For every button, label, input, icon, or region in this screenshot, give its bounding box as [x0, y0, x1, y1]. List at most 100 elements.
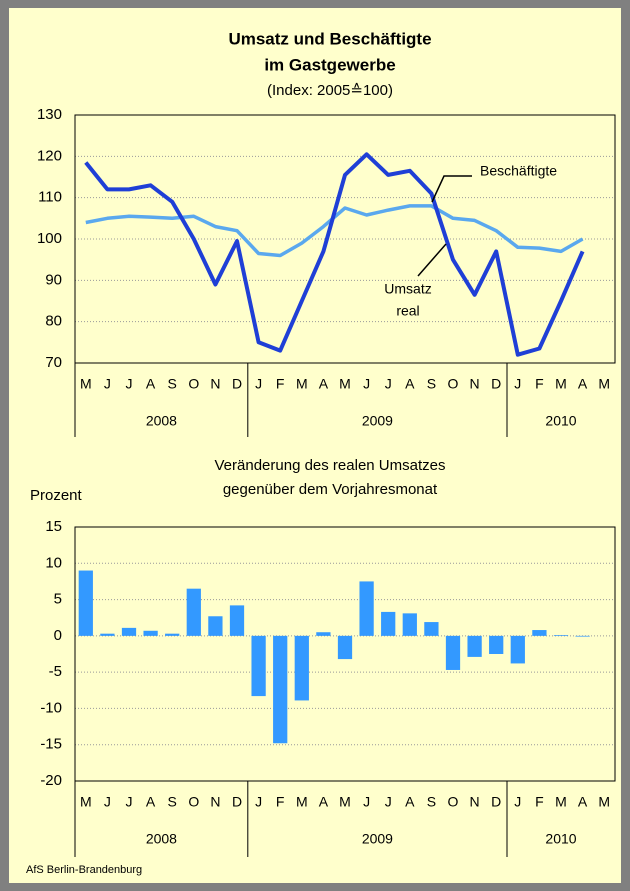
x-tick-label: A: [319, 376, 329, 392]
annotation: Umsatz: [384, 281, 431, 297]
group-label: 2010: [545, 413, 576, 429]
x-tick-label: M: [555, 794, 567, 810]
y-tick-label: 100: [37, 230, 62, 247]
bar: [229, 605, 245, 636]
x-tick-label: J: [126, 794, 133, 810]
y-tick-label: 15: [45, 518, 62, 535]
bar: [402, 613, 417, 636]
x-tick-label: A: [146, 376, 156, 392]
x-tick-label: M: [598, 376, 610, 392]
x-tick-label: F: [276, 794, 285, 810]
x-tick-label: D: [491, 794, 501, 810]
x-tick-label: N: [210, 794, 220, 810]
x-tick-label: A: [578, 376, 588, 392]
bar: [208, 616, 223, 636]
bar: [510, 635, 525, 664]
bar: [186, 588, 201, 636]
chart-title: Veränderung des realen Umsatzes: [215, 457, 446, 474]
x-tick-label: A: [405, 376, 415, 392]
annotation-pointer: [417, 243, 447, 277]
x-tick-label: N: [470, 376, 480, 392]
y-tick-label: -20: [40, 772, 62, 789]
x-tick-label: N: [470, 794, 480, 810]
bar: [143, 630, 158, 636]
y-tick-label: 110: [38, 189, 62, 206]
y-tick-label: -10: [40, 699, 62, 716]
bar: [359, 581, 374, 636]
group-label: 2010: [545, 831, 576, 847]
x-tick-label: J: [104, 376, 111, 392]
x-tick-label: J: [514, 376, 521, 392]
y-tick-label: 120: [37, 147, 62, 164]
chart-title: im Gastgewerbe: [264, 55, 395, 74]
bar: [381, 611, 396, 636]
x-tick-label: M: [339, 794, 351, 810]
x-tick-label: O: [448, 376, 459, 392]
x-tick-label: A: [578, 794, 588, 810]
annotation: real: [396, 303, 419, 319]
group-label: 2008: [146, 413, 177, 429]
chart-subtitle: (Index: 2005≙100): [267, 82, 393, 99]
x-tick-label: S: [427, 376, 436, 392]
x-tick-label: O: [188, 376, 199, 392]
x-tick-label: J: [104, 794, 111, 810]
x-tick-label: D: [232, 794, 242, 810]
x-tick-label: M: [296, 376, 308, 392]
x-tick-label: D: [491, 376, 501, 392]
y-tick-label: 5: [54, 591, 62, 608]
x-tick-label: F: [535, 376, 544, 392]
x-tick-label: M: [80, 794, 92, 810]
bar: [100, 633, 115, 636]
y-axis-label: Prozent: [30, 487, 83, 504]
bar: [251, 635, 266, 697]
x-tick-label: O: [188, 794, 199, 810]
bar: [575, 635, 590, 637]
chart-title: gegenüber dem Vorjahresmonat: [223, 481, 438, 498]
footer: AfS Berlin-Brandenburg: [26, 864, 142, 876]
bar: [316, 632, 331, 636]
group-label: 2008: [146, 831, 177, 847]
plot-border: [74, 114, 616, 364]
annotation: Beschäftigte: [480, 163, 557, 179]
x-tick-label: M: [296, 794, 308, 810]
x-tick-label: M: [598, 794, 610, 810]
bar: [273, 635, 288, 744]
group-label: 2009: [362, 831, 393, 847]
bar: [424, 622, 439, 636]
y-tick-label: 0: [54, 627, 62, 644]
x-tick-label: M: [339, 376, 351, 392]
bar: [489, 635, 504, 654]
x-tick-label: F: [276, 376, 285, 392]
data-line: [84, 152, 585, 357]
x-tick-label: O: [448, 794, 459, 810]
x-tick-label: M: [80, 376, 92, 392]
x-tick-label: D: [232, 376, 242, 392]
group-label: 2009: [362, 413, 393, 429]
x-tick-label: A: [146, 794, 156, 810]
x-tick-label: A: [319, 794, 329, 810]
x-tick-label: N: [210, 376, 220, 392]
x-tick-label: J: [126, 376, 133, 392]
y-tick-label: 10: [45, 554, 62, 571]
x-tick-label: S: [168, 376, 177, 392]
x-tick-label: J: [514, 794, 521, 810]
plot-border: [74, 526, 616, 782]
chart-title: Umsatz und Beschäftigte: [228, 29, 431, 48]
y-tick-label: -5: [49, 663, 62, 680]
bar: [532, 630, 547, 636]
x-tick-label: J: [385, 376, 392, 392]
bar: [337, 635, 353, 660]
bar: [294, 635, 309, 701]
x-tick-label: M: [555, 376, 567, 392]
x-tick-label: J: [255, 794, 262, 810]
x-tick-label: J: [255, 376, 262, 392]
x-tick-label: J: [385, 794, 392, 810]
y-tick-label: 130: [37, 106, 62, 123]
y-tick-label: -15: [40, 736, 62, 753]
bar: [78, 570, 93, 636]
bar: [467, 635, 482, 657]
y-tick-label: 80: [45, 313, 62, 330]
x-tick-label: F: [535, 794, 544, 810]
y-tick-label: 70: [45, 354, 62, 371]
